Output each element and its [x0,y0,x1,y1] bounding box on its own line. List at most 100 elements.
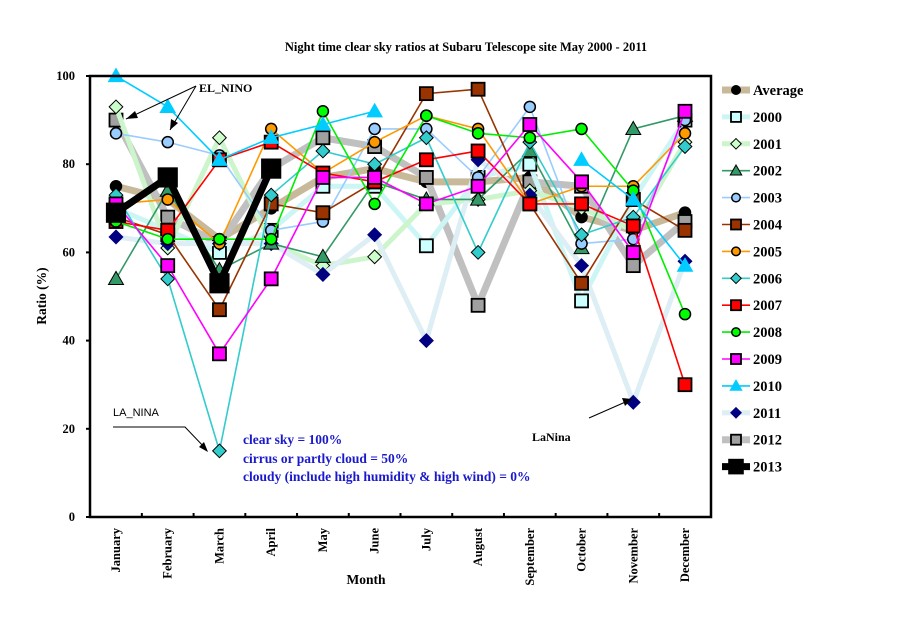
series-line-segment [271,220,324,232]
series-line-segment [321,232,377,277]
notes-block: clear sky = 100% cirrus or partly cloud … [243,432,531,484]
data-point-2002-november [624,120,642,136]
series-line-segment [477,106,531,178]
data-point-2010-may [314,116,332,131]
legend-item-2004: 2004 [722,218,782,234]
legend-label: 2001 [753,137,782,153]
data-point-2004-august [470,81,486,97]
data-point-2011-january [108,229,124,245]
legend-label: 2008 [753,325,782,341]
series-line-segment [632,132,686,187]
legend-item-2003: 2003 [722,191,782,207]
series-line-segment [271,203,324,214]
data-point-2001-january [108,99,124,115]
series-line-segment [426,150,479,161]
data-point-2006-july [418,130,434,146]
series-line-segment [477,141,531,253]
legend-marker-2012 [730,433,742,446]
note-clear-sky: clear sky = 100% [243,432,342,447]
la-nina-arrow-head [199,442,208,452]
data-point-2009-may [315,170,331,185]
x-tick-label-june: June [368,528,382,554]
data-point-2011-may [315,266,331,282]
series-line-segment [115,220,168,240]
legend-marker-average [731,85,741,95]
series-line-segment [216,167,275,285]
legend-marker-2002 [729,163,743,176]
x-tick-label-october: October [575,528,589,572]
series-2006 [108,130,693,459]
series-line-segment [164,175,223,285]
series-line-segment [167,265,221,355]
series-line-segment [631,140,688,232]
data-point-2007-december [677,377,693,393]
series-line-segment [529,123,583,183]
series-line-segment [322,110,376,205]
data-point-2010-december [676,257,694,272]
series-line-segment [167,234,221,311]
data-point-2002-august [469,190,487,206]
legend-item-2002: 2002 [722,164,782,180]
series-line-segment [426,114,479,135]
data-point-2010-october [573,151,590,166]
data-point-2001-march [211,130,227,146]
legend-label: 2011 [753,406,781,422]
series-line-segment [632,225,686,385]
x-tick-label-august: August [471,527,485,566]
series-line-segment [270,242,324,258]
x-tick-label-may: May [316,527,330,552]
legend-marker-2003 [731,192,741,203]
data-point-2012-july [418,170,434,185]
legend-marker-2009 [730,353,742,365]
legend-item-2011: 2011 [722,406,781,422]
legend: Average 2000 2001 2002 2003 2004 2005 2006 2007 2… [722,83,804,476]
data-point-2007-october [574,196,589,212]
data-point-2007-august [470,143,486,159]
data-point-2011-october [574,258,590,274]
series-line-segment [373,115,428,205]
series-line-segment [218,278,272,355]
legend-item-2000: 2000 [722,110,782,126]
data-point-2006-march [211,443,227,459]
legend-marker-2005 [731,246,741,257]
data-point-2007-july [418,152,434,168]
series-2000 [108,112,693,309]
y-tick-label: 20 [63,422,76,436]
data-point-2012-february [160,209,176,225]
la-nina-arrow-line [113,426,207,450]
data-point-2008-march [213,232,226,246]
data-point-2010-june [366,102,383,118]
legend-item-2013: 2013 [722,458,782,476]
el-nino-arrow-head-2 [170,119,178,130]
data-point-2009-july [418,196,434,212]
series-line-segment [580,181,634,253]
series-line-segment [218,128,272,244]
data-point-2009-april [263,271,279,287]
data-point-2003-june [368,122,381,136]
series-line-segment [115,220,168,232]
data-point-2007-september [522,196,538,212]
series-line-segment [374,137,427,165]
legend-marker-2008 [731,327,741,338]
x-axis: January February March April May June July Augu… [109,513,692,586]
data-point-2009-december [677,103,693,119]
legend-marker-2011 [730,406,742,419]
legend-label: 2005 [753,244,782,260]
legend-item-2001: 2001 [722,137,782,153]
series-line-segment [372,184,429,248]
data-point-2010-april [262,129,280,144]
legend-marker-2000 [730,111,742,123]
series-line-segment [322,254,376,269]
lanina-arrow-line [588,399,631,419]
legend-marker-2013 [728,458,744,475]
x-tick-label-april: April [264,527,278,556]
legend-label: 2000 [753,110,782,126]
x-tick-label-november: November [626,528,640,584]
series-line-segment [372,143,429,181]
legend-item-2006: 2006 [722,271,782,287]
data-point-2011-july [418,333,434,349]
series-line-segment [426,185,479,205]
legend-label: 2003 [753,191,782,207]
legend-label: 2004 [753,218,782,234]
note-cirrus: cirrus or partly cloud = 50% [243,451,408,466]
